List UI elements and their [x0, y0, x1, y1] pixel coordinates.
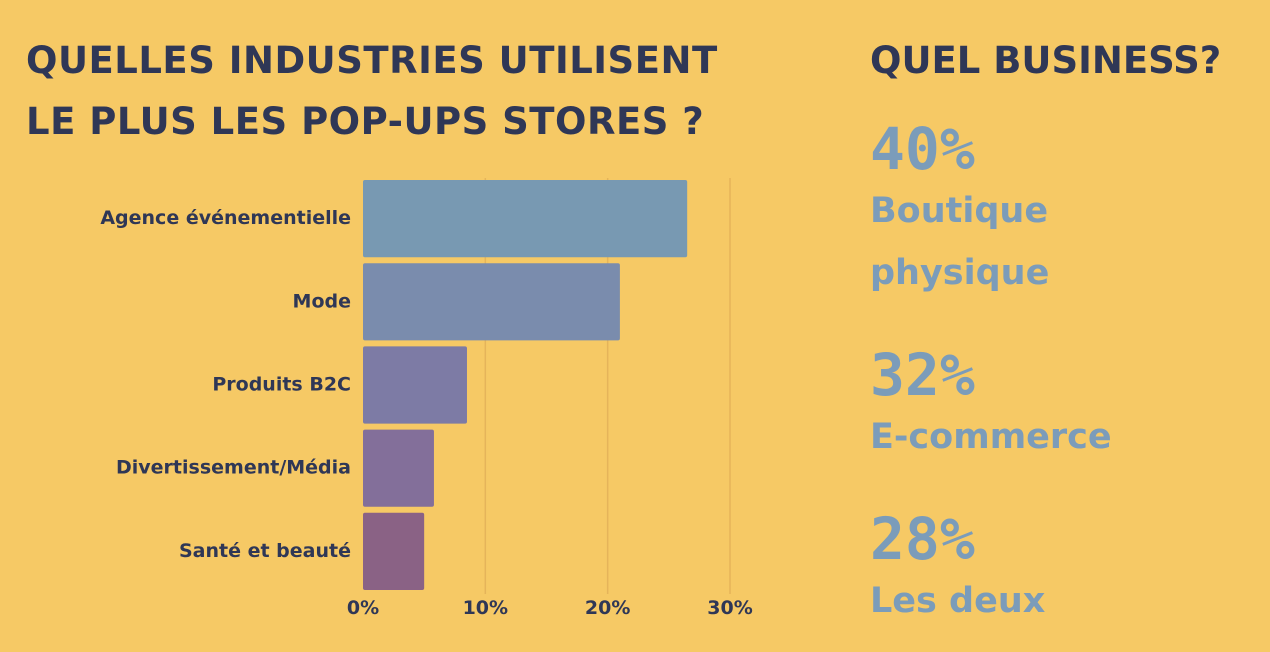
- bar: [363, 263, 620, 341]
- chart-title: QUELLES INDUSTRIES UTILISENT LE PLUS LES…: [26, 30, 718, 152]
- stat-label: Boutique physique: [870, 191, 1050, 293]
- stat-label: Les deux: [870, 581, 1046, 621]
- stat-boutique-physique: 40% Boutique physique: [870, 118, 1049, 304]
- category-label: Produits B2C: [212, 374, 351, 396]
- stat-les-deux: 28% Les deux: [870, 508, 1045, 632]
- category-label: Agence événementielle: [100, 207, 351, 229]
- x-tick-label: 20%: [585, 597, 630, 619]
- x-tick-label: 30%: [707, 597, 752, 619]
- stat-label: E-commerce: [870, 417, 1112, 457]
- bar-chart: Agence événementielle Mode Produits B2C Div…: [100, 178, 753, 619]
- bar: [363, 429, 434, 507]
- stat-value: 40%: [870, 115, 975, 183]
- stat-e-commerce: 32% E-commerce: [870, 344, 1112, 468]
- category-label: Divertissement/Média: [116, 457, 351, 479]
- bar: [363, 180, 688, 258]
- bar: [363, 346, 467, 424]
- x-tick-label: 0%: [347, 597, 379, 619]
- chart-title-line-1: QUELLES INDUSTRIES UTILISENT: [26, 39, 718, 82]
- side-title: QUEL BUSINESS?: [870, 39, 1222, 82]
- stat-value: 28%: [870, 505, 975, 573]
- x-tick-label: 10%: [463, 597, 508, 619]
- stat-value: 32%: [870, 341, 975, 409]
- category-label: Mode: [293, 290, 351, 312]
- category-label: Santé et beauté: [179, 540, 351, 562]
- chart-title-line-2: LE PLUS LES POP-UPS STORES ?: [26, 100, 705, 143]
- bar: [363, 512, 425, 590]
